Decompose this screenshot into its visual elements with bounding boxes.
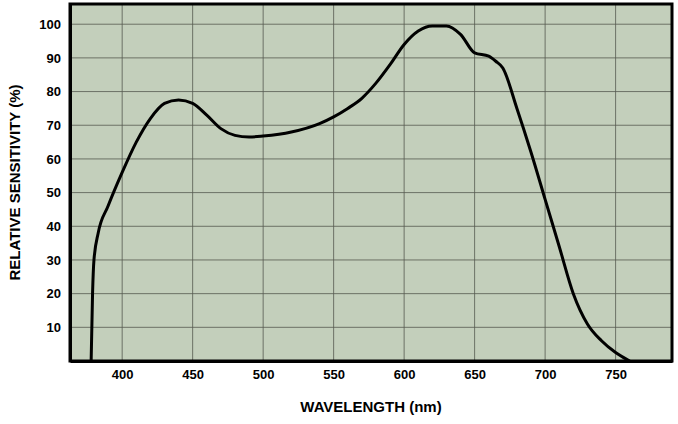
- tick: 700: [535, 361, 557, 382]
- plot: 400 450 500 550 600 650 700 750 10 20 30 40 50 60 70 80…: [39, 4, 672, 382]
- grid-line: [70, 327, 672, 328]
- tick: 20: [47, 286, 70, 301]
- tick: 100: [39, 17, 70, 32]
- tick-label: 30: [47, 253, 61, 268]
- grid-line: [70, 192, 672, 193]
- tick: 600: [394, 361, 416, 382]
- tick-label: 450: [182, 367, 204, 382]
- grid-line: [70, 226, 672, 227]
- tick-label: 90: [47, 51, 61, 66]
- tick-label: 700: [535, 367, 557, 382]
- tick: 400: [112, 361, 134, 382]
- series-group: [91, 26, 630, 361]
- tick-label: 400: [112, 367, 134, 382]
- grid-line: [70, 293, 672, 294]
- chart: 400 450 500 550 600 650 700 750 10 20 30 40 50 60 70 80…: [0, 0, 678, 424]
- tick: 30: [47, 253, 70, 268]
- tick: 70: [47, 118, 70, 133]
- tick: 50: [47, 185, 70, 200]
- plot-background: [70, 4, 672, 361]
- tick-label: 10: [47, 320, 61, 335]
- tick: 550: [323, 361, 345, 382]
- tick-label: 60: [47, 152, 61, 167]
- tick-label: 500: [253, 367, 275, 382]
- x-axis-title: WAVELENGTH (nm): [300, 398, 441, 415]
- grid-line: [70, 57, 672, 58]
- tick: 80: [47, 84, 70, 99]
- tick-label: 20: [47, 286, 61, 301]
- tick-label: 600: [394, 367, 416, 382]
- tick-label: 70: [47, 118, 61, 133]
- tick-label: 750: [605, 367, 627, 382]
- tick-label: 40: [47, 219, 61, 234]
- grid-line: [70, 91, 672, 92]
- line: [91, 26, 630, 361]
- y-axis: 10 20 30 40 50 60 70 80 90 100: [39, 5, 70, 362]
- tick-label: 100: [39, 17, 61, 32]
- tick: 40: [47, 219, 70, 234]
- tick-label: 650: [464, 367, 486, 382]
- tick: 500: [253, 361, 275, 382]
- tick-label: 80: [47, 84, 61, 99]
- tick-label: 550: [323, 367, 345, 382]
- tick: 650: [464, 361, 486, 382]
- tick: 10: [47, 320, 70, 335]
- plot-frame: [70, 4, 672, 361]
- y-axis-title: RELATIVE SENSITIVITY (%): [6, 84, 23, 280]
- grid-line: [70, 158, 672, 159]
- x-axis: 400 450 500 550 600 650 700 750: [71, 361, 673, 382]
- grid-line: [70, 125, 672, 126]
- tick: 60: [47, 152, 70, 167]
- grid-line: [70, 259, 672, 260]
- tick-label: 50: [47, 185, 61, 200]
- tick: 750: [605, 361, 627, 382]
- grid: [70, 4, 672, 361]
- grid-line: [70, 24, 672, 25]
- tick: 450: [182, 361, 204, 382]
- tick: 90: [47, 51, 70, 66]
